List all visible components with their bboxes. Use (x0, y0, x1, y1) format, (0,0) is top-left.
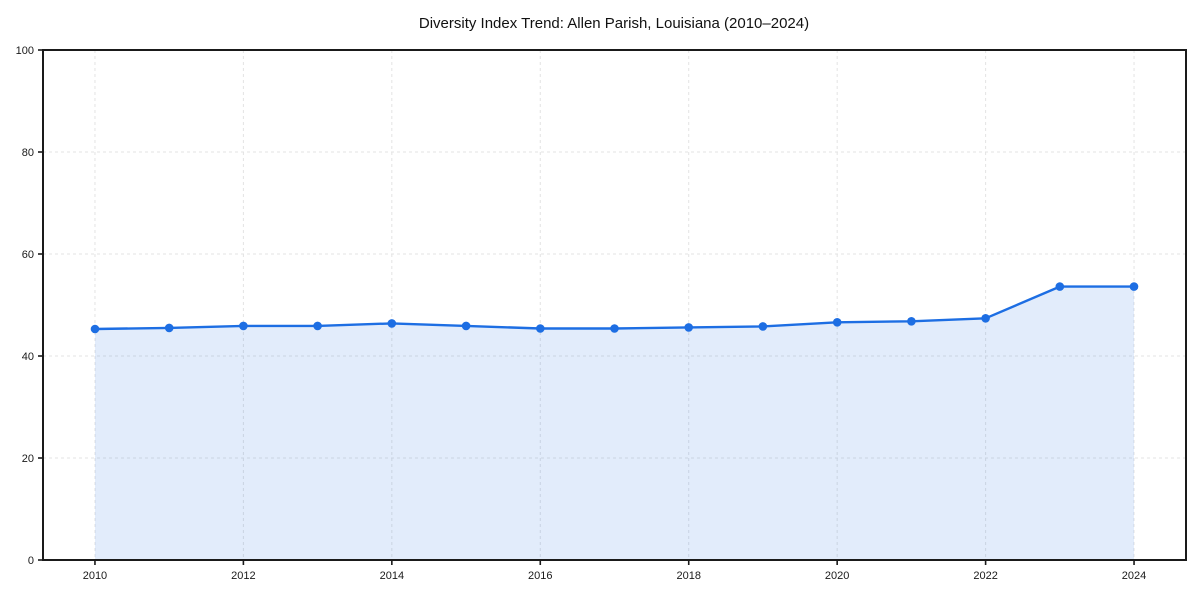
gridlines (43, 49, 1186, 560)
y-tick-label: 60 (22, 249, 34, 261)
data-point-marker (981, 314, 990, 323)
data-point-marker (907, 317, 916, 326)
data-point-marker (1055, 282, 1065, 291)
x-tick-label: 2024 (1122, 570, 1146, 582)
data-point-marker (684, 323, 693, 332)
data-point-marker (832, 318, 842, 327)
data-point-marker (536, 324, 545, 333)
y-tick-label: 100 (16, 45, 34, 57)
chart-title: Diversity Index Trend: Allen Parish, Lou… (419, 15, 809, 32)
data-point-marker (164, 323, 174, 333)
data-point-marker (610, 324, 619, 333)
x-tick-label: 2018 (676, 570, 700, 582)
y-tick-label: 0 (28, 555, 34, 567)
x-tick-label: 2010 (83, 570, 107, 582)
data-point-marker (239, 321, 248, 331)
data-point-marker (90, 324, 100, 334)
y-tick-label: 40 (22, 351, 34, 363)
x-axis-ticks: 2010 2012 2014 2016 2018 2020 2022 2024 (83, 560, 1146, 582)
plot-border (42, 49, 1187, 561)
data-point-marker (461, 321, 471, 331)
y-axis-ticks: 0 20 40 60 80 100 (16, 45, 43, 567)
x-tick-label: 2016 (528, 570, 552, 582)
data-points (90, 282, 1139, 334)
series-area (95, 286, 1134, 560)
x-tick-label: 2014 (380, 570, 404, 582)
x-tick-label: 2012 (231, 570, 255, 582)
axes-spines (42, 49, 1187, 561)
data-point-marker (758, 322, 768, 331)
x-tick-label: 2020 (825, 570, 849, 582)
y-tick-label: 80 (22, 147, 34, 159)
data-point-marker (387, 319, 397, 328)
area-fill (95, 286, 1134, 560)
data-point-marker (313, 321, 322, 331)
y-tick-label: 20 (22, 453, 34, 465)
x-tick-label: 2022 (973, 570, 997, 582)
data-point-marker (1129, 282, 1139, 291)
